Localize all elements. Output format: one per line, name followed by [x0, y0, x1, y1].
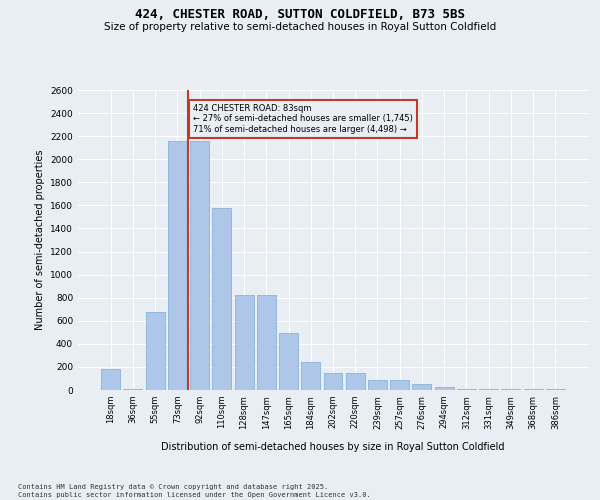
Bar	[146, 312, 164, 390]
Bar	[279, 334, 298, 390]
Bar	[257, 296, 276, 390]
Text: 424 CHESTER ROAD: 83sqm
← 27% of semi-detached houses are smaller (1,745)
71% of: 424 CHESTER ROAD: 83sqm ← 27% of semi-de…	[193, 104, 413, 134]
Bar	[546, 389, 565, 390]
Text: Size of property relative to semi-detached houses in Royal Sutton Coldfield: Size of property relative to semi-detach…	[104, 22, 496, 32]
Bar	[301, 362, 320, 390]
Bar	[168, 141, 187, 390]
Bar	[101, 369, 120, 390]
Bar	[435, 386, 454, 390]
Text: Distribution of semi-detached houses by size in Royal Sutton Coldfield: Distribution of semi-detached houses by …	[161, 442, 505, 452]
Text: Contains HM Land Registry data © Crown copyright and database right 2025.
Contai: Contains HM Land Registry data © Crown c…	[18, 484, 371, 498]
Bar	[457, 389, 476, 390]
Bar	[212, 208, 231, 390]
Bar	[390, 380, 409, 390]
Bar	[368, 380, 387, 390]
Bar	[190, 141, 209, 390]
Bar	[412, 384, 431, 390]
Text: 424, CHESTER ROAD, SUTTON COLDFIELD, B73 5BS: 424, CHESTER ROAD, SUTTON COLDFIELD, B73…	[135, 8, 465, 20]
Bar	[235, 296, 254, 390]
Bar	[346, 372, 365, 390]
Y-axis label: Number of semi-detached properties: Number of semi-detached properties	[35, 150, 44, 330]
Bar	[323, 372, 343, 390]
